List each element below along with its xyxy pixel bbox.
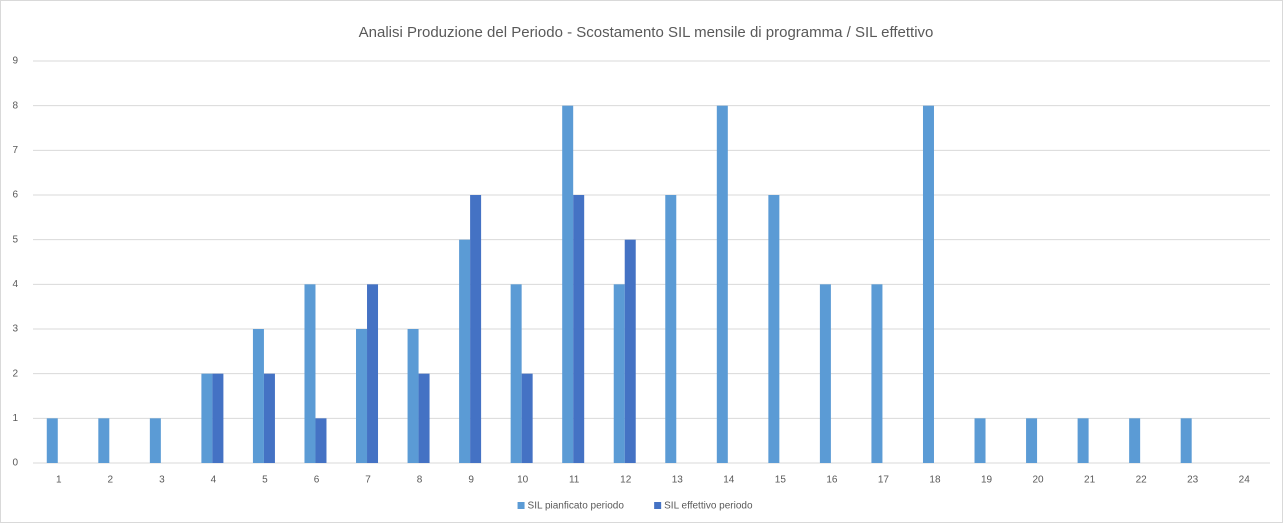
bar [521,373,533,463]
x-tick-label: 9 [468,475,474,486]
x-tick-label: 20 [1033,475,1045,486]
y-tick-label: 2 [12,368,18,379]
y-tick-label: 5 [12,234,18,245]
x-tick-label: 21 [1084,475,1096,486]
bar [573,195,585,463]
x-tick-label: 15 [775,475,787,486]
bar [418,373,430,463]
bar [407,329,419,463]
legend-swatch [654,502,662,509]
bar [263,373,275,463]
y-tick-label: 6 [12,190,18,201]
legend-label: SIL effettivo periodo [664,501,753,512]
x-tick-label: 1 [56,475,62,486]
x-tick-label: 10 [517,475,529,486]
bar [367,284,379,463]
bar [149,418,161,463]
bar [922,105,934,464]
x-tick-label: 4 [211,475,217,486]
bar [665,195,677,463]
legend-label: SIL pianficato periodo [528,501,625,512]
y-tick-label: 1 [12,413,18,424]
x-tick-label: 24 [1239,475,1251,486]
bar [1129,418,1141,463]
bar [459,239,471,463]
x-tick-label: 14 [723,475,735,486]
bar [624,239,636,463]
bar [819,284,831,463]
y-tick-label: 9 [12,56,18,67]
bar [613,284,625,463]
bar [304,284,316,463]
bar [871,284,883,463]
x-tick-label: 17 [878,475,890,486]
x-tick-label: 8 [417,475,423,486]
bar [356,329,368,463]
x-tick-label: 19 [981,475,993,486]
bar [252,329,264,463]
x-tick-label: 11 [569,475,580,486]
bar [46,418,58,463]
x-tick-label: 18 [929,475,941,486]
x-tick-label: 3 [159,475,165,486]
bar [510,284,522,463]
x-tick-label: 2 [108,475,114,486]
bar [1026,418,1038,463]
x-tick-label: 22 [1136,475,1148,486]
x-tick-label: 23 [1187,475,1199,486]
x-tick-label: 16 [826,475,838,486]
bar [98,418,110,463]
x-tick-label: 5 [262,475,268,486]
bar [470,195,482,463]
x-tick-label: 13 [672,475,684,486]
bar [1077,418,1089,463]
bar [562,105,574,464]
x-tick-label: 12 [620,475,632,486]
bar [201,373,213,463]
bar [768,195,780,463]
bar [212,373,224,463]
x-tick-label: 7 [365,475,371,486]
y-tick-label: 4 [12,279,18,290]
bar [1180,418,1192,463]
y-tick-label: 8 [12,100,18,111]
chart-title: Analisi Produzione del Periodo - Scostam… [359,24,934,41]
y-tick-label: 3 [12,324,18,335]
bar [716,105,728,464]
x-tick-label: 6 [314,475,320,486]
y-tick-label: 7 [12,145,18,156]
bar [974,418,986,463]
bar [315,418,327,463]
y-tick-label: 0 [12,458,18,469]
legend-swatch [517,502,525,509]
